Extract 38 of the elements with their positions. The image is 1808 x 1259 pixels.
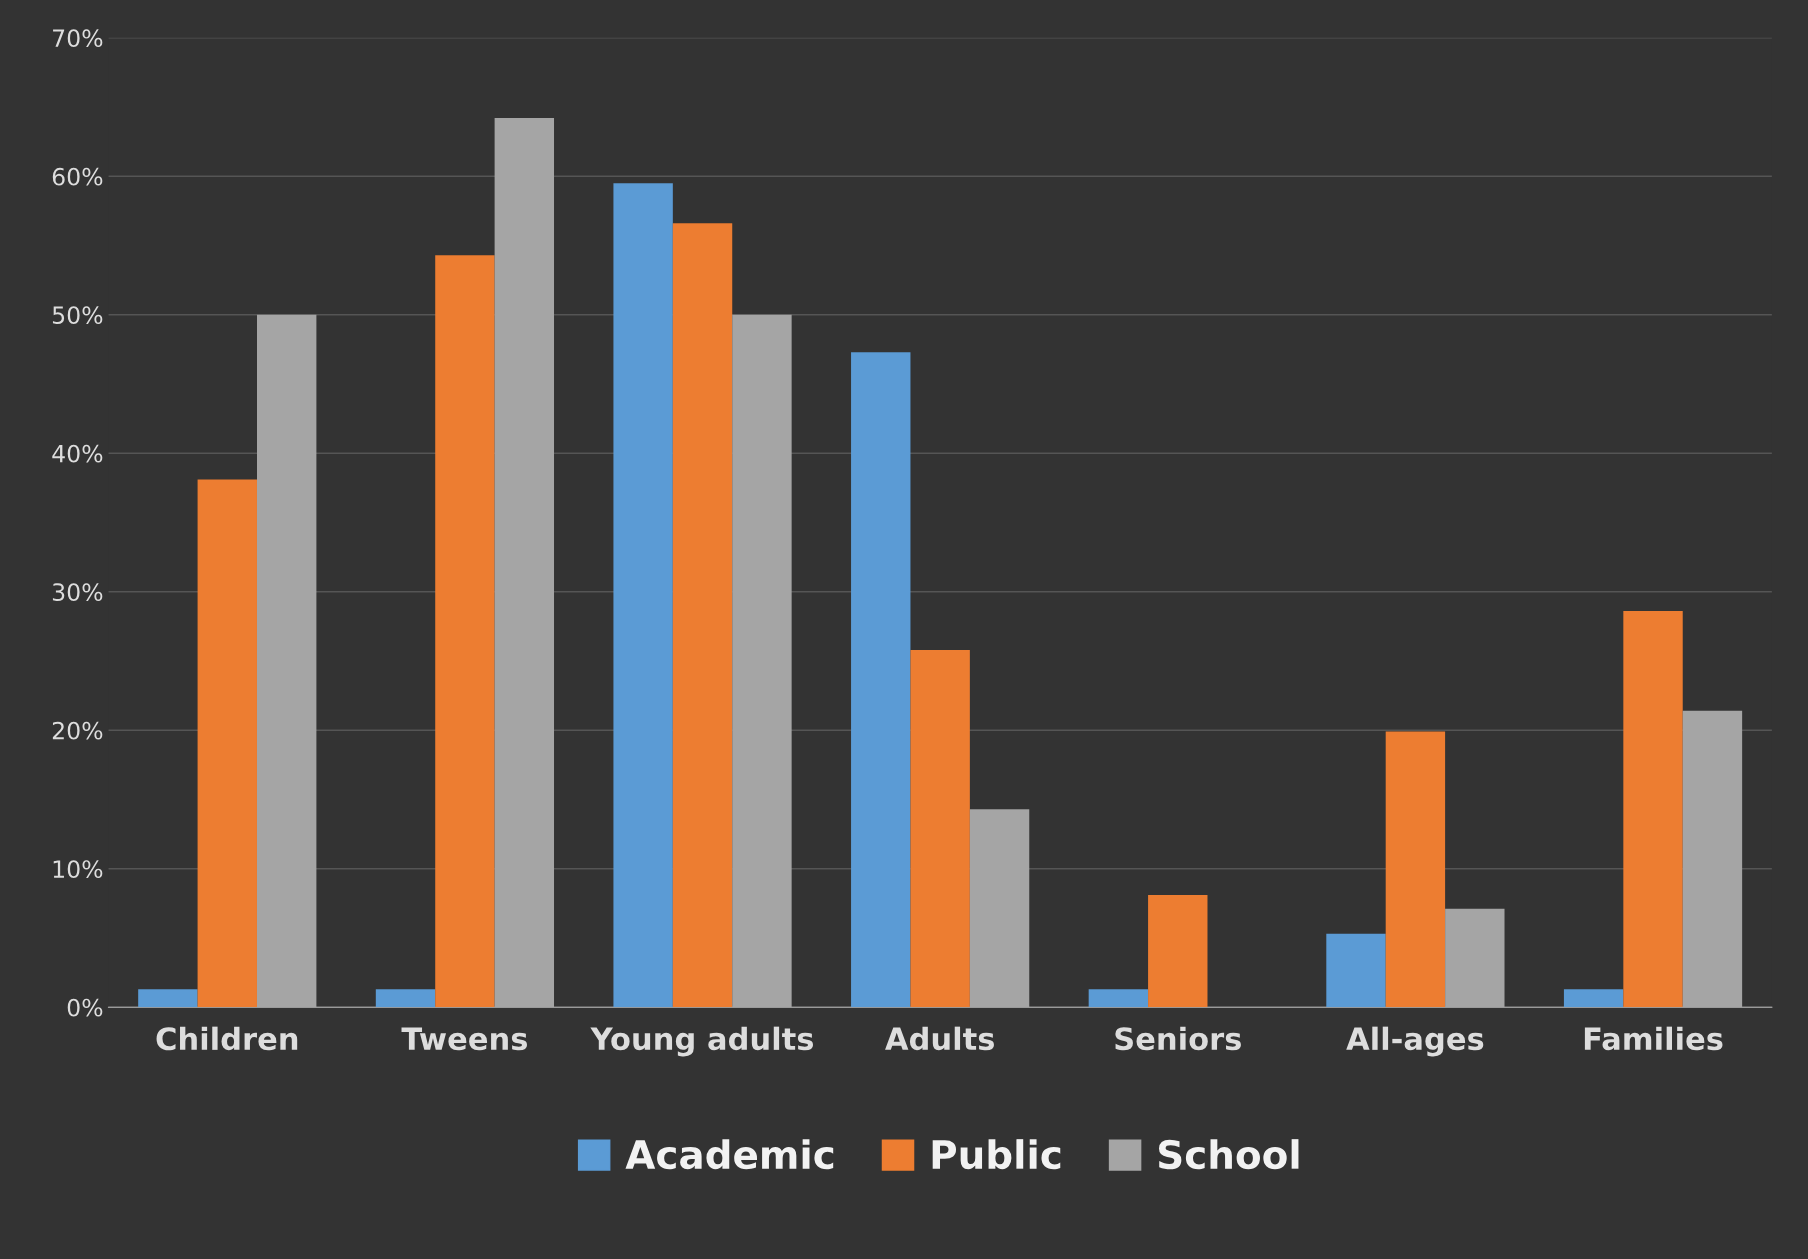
bar — [910, 649, 970, 1008]
bar — [1088, 989, 1149, 1008]
y-tick-label: 70% — [53, 29, 103, 48]
bar — [256, 314, 317, 1008]
y-tick-label: 20% — [52, 721, 103, 740]
y-tick-label: 0% — [67, 998, 103, 1017]
y-tick-label: 30% — [52, 583, 103, 602]
bar — [732, 314, 792, 1008]
bar — [138, 989, 198, 1008]
bar — [1385, 731, 1446, 1008]
legend-label: School — [1158, 1139, 1299, 1170]
bar — [672, 223, 733, 1008]
y-tick-label: 10% — [53, 860, 103, 879]
bar — [969, 809, 1030, 1008]
y-tick-label: 40% — [52, 444, 103, 463]
x-tick-label: Tweens — [401, 1027, 528, 1051]
bar — [1682, 710, 1743, 1008]
y-tick-label: 50% — [52, 306, 103, 325]
bar — [1445, 908, 1505, 1008]
bar — [375, 989, 436, 1008]
bar — [1326, 933, 1386, 1008]
legend-label: Academic — [625, 1139, 834, 1170]
x-tick-label: All-ages — [1346, 1026, 1484, 1057]
bar — [494, 118, 555, 1008]
x-tick-label: Seniors — [1115, 1026, 1241, 1051]
bar — [1623, 611, 1683, 1008]
bar — [197, 479, 257, 1008]
x-tick-label: Families — [1584, 1026, 1723, 1051]
x-tick-label: Children — [156, 1026, 298, 1051]
y-tick-label: 60% — [52, 167, 103, 186]
bar — [435, 255, 495, 1008]
bar — [1148, 895, 1208, 1008]
x-tick-label: Young adults — [590, 1026, 814, 1057]
bar — [851, 352, 911, 1008]
x-tick-label: Adults — [885, 1026, 994, 1051]
bar — [613, 183, 673, 1008]
legend-label: Public — [932, 1139, 1061, 1170]
bar — [1563, 989, 1624, 1008]
